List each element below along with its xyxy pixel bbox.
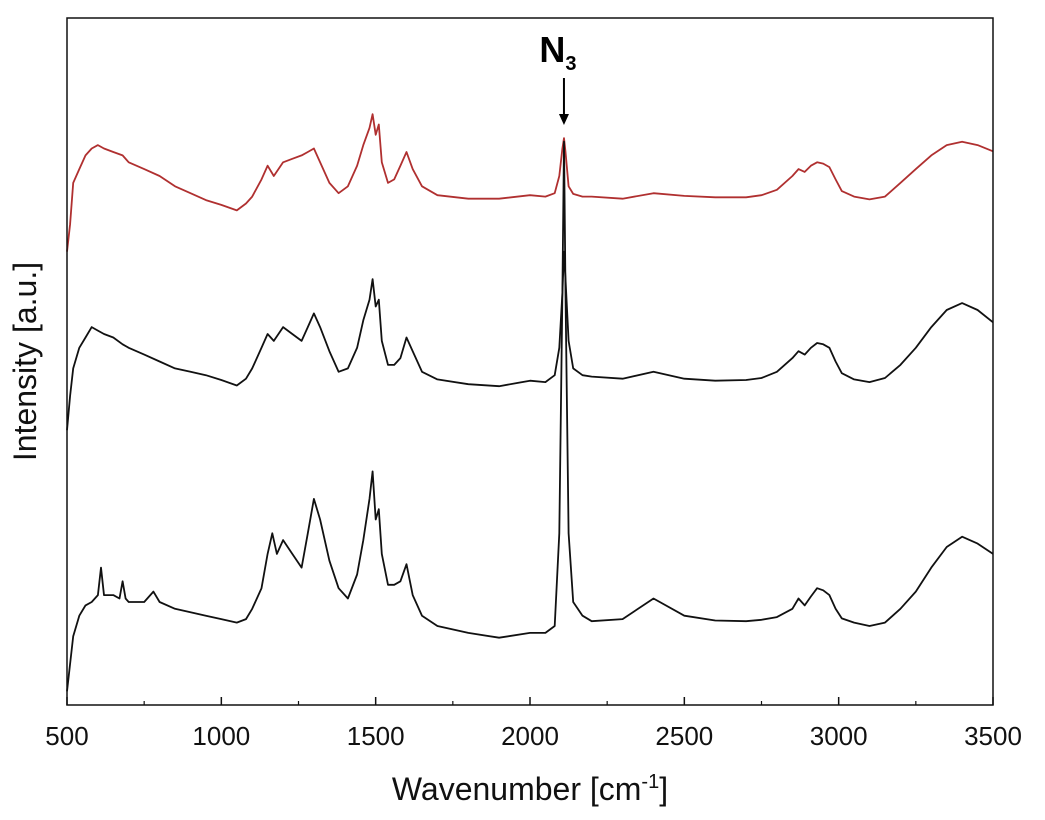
x-axis-title-superscript: -1 <box>641 771 659 793</box>
annotation-subscript: 3 <box>565 53 576 75</box>
x-axis-title-main: Wavenumber [cm <box>392 771 642 807</box>
plot-frame <box>66 17 994 706</box>
x-axis-title: Wavenumber [cm-1] <box>392 771 668 807</box>
x-tick-label-2500: 2500 <box>655 721 713 751</box>
x-axis-title-suffix: ] <box>659 771 668 807</box>
series-layer <box>66 113 994 692</box>
x-tick-label-1000: 1000 <box>192 721 250 751</box>
series-line-3 <box>66 140 994 692</box>
annotation-arrow-head <box>558 114 569 125</box>
annotation-main: N <box>539 29 565 70</box>
annotation-label: N3 <box>539 29 576 75</box>
x-tick-label-2000: 2000 <box>501 721 559 751</box>
series-line-2 <box>66 250 994 431</box>
tick-layer: 500 1000 1500 2000 2500 3000 3500 <box>45 697 1022 751</box>
series-line-1 <box>66 113 994 252</box>
x-tick-label-3500: 3500 <box>964 721 1022 751</box>
x-tick-label-3000: 3000 <box>810 721 868 751</box>
x-tick-label-500: 500 <box>45 721 88 751</box>
annotation-layer: N3 <box>539 29 577 125</box>
x-tick-label-1500: 1500 <box>347 721 405 751</box>
y-axis-title: Intensity [a.u.] <box>7 262 43 461</box>
